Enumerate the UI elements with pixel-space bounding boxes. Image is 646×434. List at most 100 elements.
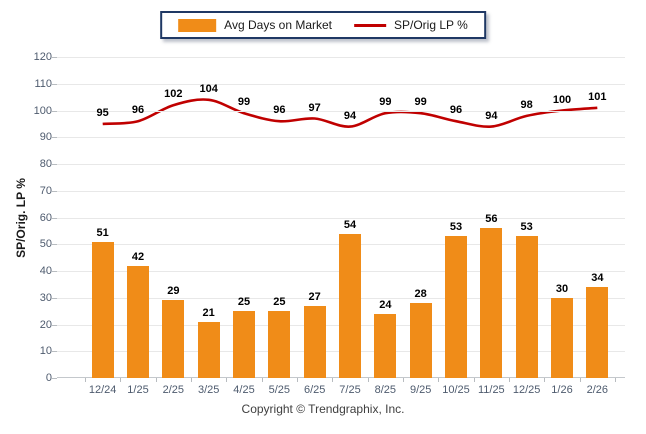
- grid-line: [57, 57, 625, 58]
- line-value-label: 101: [588, 90, 607, 103]
- legend-item-bar: Avg Days on Market: [178, 18, 332, 32]
- bar: [515, 236, 538, 378]
- x-axis-tick: [579, 378, 581, 382]
- line-swatch-icon: [354, 23, 387, 27]
- y-axis-tick: [52, 190, 57, 192]
- y-tick-label: 80: [39, 158, 52, 170]
- line-value-label: 99: [414, 96, 427, 109]
- bar: [480, 228, 503, 378]
- bar-value-label: 56: [485, 213, 498, 226]
- x-axis-tick: [155, 378, 157, 382]
- bar-value-label: 28: [414, 288, 427, 301]
- legend: Avg Days on Market SP/Orig LP %: [160, 11, 486, 39]
- grid-line: [57, 137, 625, 139]
- x-tick-label: 4/25: [233, 384, 255, 396]
- line-value-label: 97: [308, 101, 321, 114]
- bar-value-label: 34: [591, 272, 604, 285]
- bar: [268, 311, 291, 378]
- line-value-label: 98: [520, 98, 533, 111]
- x-tick-label: 11/25: [477, 384, 505, 396]
- x-axis-tick: [120, 378, 122, 382]
- y-tick-label: 20: [39, 318, 52, 331]
- x-axis-tick: [261, 378, 263, 382]
- line-value-label: 99: [237, 96, 251, 109]
- y-axis-tick: [52, 57, 57, 58]
- bar: [197, 321, 220, 378]
- bar-value-label: 25: [273, 296, 286, 309]
- x-axis-tick: [226, 378, 228, 382]
- x-axis-tick: [509, 378, 510, 382]
- y-axis-tick: [52, 110, 57, 112]
- bar-value-label: 42: [131, 250, 145, 263]
- bar: [127, 265, 149, 378]
- y-tick-label: 10: [39, 345, 52, 358]
- y-tick-label: 100: [33, 104, 52, 117]
- line-value-label: 99: [379, 96, 392, 109]
- x-axis-tick: [85, 378, 86, 382]
- x-axis-tick: [191, 378, 192, 382]
- line-value-label: 104: [199, 82, 218, 95]
- bar-value-label: 21: [202, 306, 215, 319]
- x-axis-tick: [297, 378, 298, 382]
- y-axis-tick: [52, 271, 57, 272]
- legend-label-bar: Avg Days on Market: [224, 18, 333, 32]
- line-value-label: 96: [273, 104, 286, 117]
- x-tick-label: 2/25: [162, 384, 185, 396]
- x-axis-tick: [403, 378, 404, 382]
- line-value-label: 96: [131, 104, 145, 117]
- line-value-label: 94: [485, 109, 498, 122]
- line-value-label: 95: [96, 106, 109, 119]
- bar-value-label: 53: [449, 221, 463, 234]
- y-axis-tick: [52, 324, 57, 326]
- y-tick-label: 40: [39, 265, 52, 277]
- y-axis-tick: [52, 217, 57, 219]
- bar-value-label: 30: [555, 282, 569, 295]
- x-tick-label: 1/26: [551, 384, 573, 396]
- bar: [374, 313, 397, 378]
- y-axis-tick: [52, 137, 57, 139]
- line-value-label: 96: [449, 104, 463, 117]
- y-tick-label: 60: [39, 211, 52, 224]
- bar-value-label: 25: [237, 296, 251, 309]
- x-tick-label: 6/25: [303, 384, 326, 396]
- y-axis-tick: [52, 244, 57, 246]
- bar-value-label: 54: [343, 218, 357, 231]
- grid-line: [57, 83, 625, 85]
- bar: [551, 297, 573, 378]
- x-tick-label: 12/24: [88, 384, 117, 396]
- grid-line: [57, 190, 625, 192]
- x-tick-label: 12/25: [512, 384, 541, 396]
- sp-orig-lp-line: [102, 98, 598, 128]
- y-tick-label: 30: [39, 291, 52, 304]
- x-axis-tick: [544, 378, 546, 382]
- x-tick-label: 5/25: [268, 384, 291, 396]
- x-axis-tick: [615, 378, 616, 382]
- bar-swatch-icon: [178, 18, 217, 32]
- bar-value-label: 29: [167, 285, 180, 298]
- y-axis-tick: [52, 378, 57, 379]
- bar: [586, 287, 609, 378]
- grid-line: [57, 110, 625, 112]
- bar: [445, 236, 467, 378]
- y-axis-tick: [52, 351, 57, 353]
- bar: [303, 305, 326, 378]
- x-tick-label: 10/25: [442, 384, 470, 396]
- bar: [339, 233, 361, 378]
- line-value-label: 100: [552, 93, 572, 106]
- line-value-label: 102: [164, 88, 183, 101]
- x-axis-tick: [438, 378, 440, 382]
- y-tick-label: 0: [45, 372, 52, 384]
- y-tick-label: 120: [33, 51, 52, 63]
- line-value-label: 94: [343, 109, 357, 122]
- legend-label-line: SP/Orig LP %: [394, 18, 468, 32]
- y-axis-tick: [52, 164, 57, 165]
- x-tick-label: 2/26: [586, 384, 609, 396]
- grid-line: [57, 164, 625, 165]
- y-tick-label: 90: [39, 131, 52, 144]
- y-axis-tick: [52, 83, 57, 85]
- bar: [233, 311, 255, 378]
- bar: [409, 303, 432, 378]
- x-tick-label: 7/25: [339, 384, 361, 396]
- y-axis-tick: [52, 297, 57, 299]
